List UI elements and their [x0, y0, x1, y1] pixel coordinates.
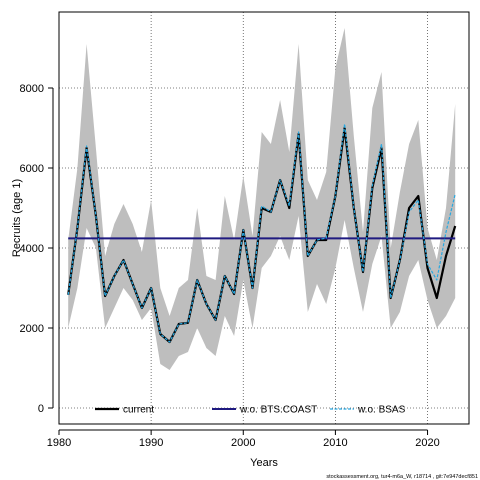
y-tick-label: 8000: [20, 83, 44, 95]
legend-label-2: w.o. BSAS: [357, 405, 406, 416]
y-tick-label: 0: [38, 403, 44, 415]
x-tick-label: 1980: [47, 437, 71, 449]
legend: current w.o. BTS.COAST w.o. BSAS: [95, 405, 406, 416]
x-axis-title: Years: [250, 457, 278, 469]
plot-frame: [58, 11, 470, 425]
legend-label-1: w.o. BTS.COAST: [239, 405, 317, 416]
series-line-2: [67, 123, 456, 343]
y-tick-label: 2000: [20, 323, 44, 335]
x-tick-label: 2010: [323, 437, 347, 449]
confidence-band: [68, 28, 456, 370]
x-tick-label: 1990: [139, 437, 163, 449]
y-axis: 0 2000 4000 6000 8000: [20, 83, 54, 415]
y-tick-label: 4000: [20, 243, 44, 255]
series-lines: [67, 123, 457, 344]
footer-text: stockassessment.org, tur4-m6a_W, r18714 …: [326, 474, 478, 480]
x-tick-label: 2000: [231, 437, 255, 449]
legend-label-0: current: [123, 405, 154, 416]
y-tick-label: 6000: [20, 163, 44, 175]
y-axis-title: Recruits (age 1): [11, 179, 23, 257]
x-tick-label: 2020: [415, 437, 439, 449]
x-axis: 1980 1990 2000 2010 2020: [47, 429, 440, 449]
